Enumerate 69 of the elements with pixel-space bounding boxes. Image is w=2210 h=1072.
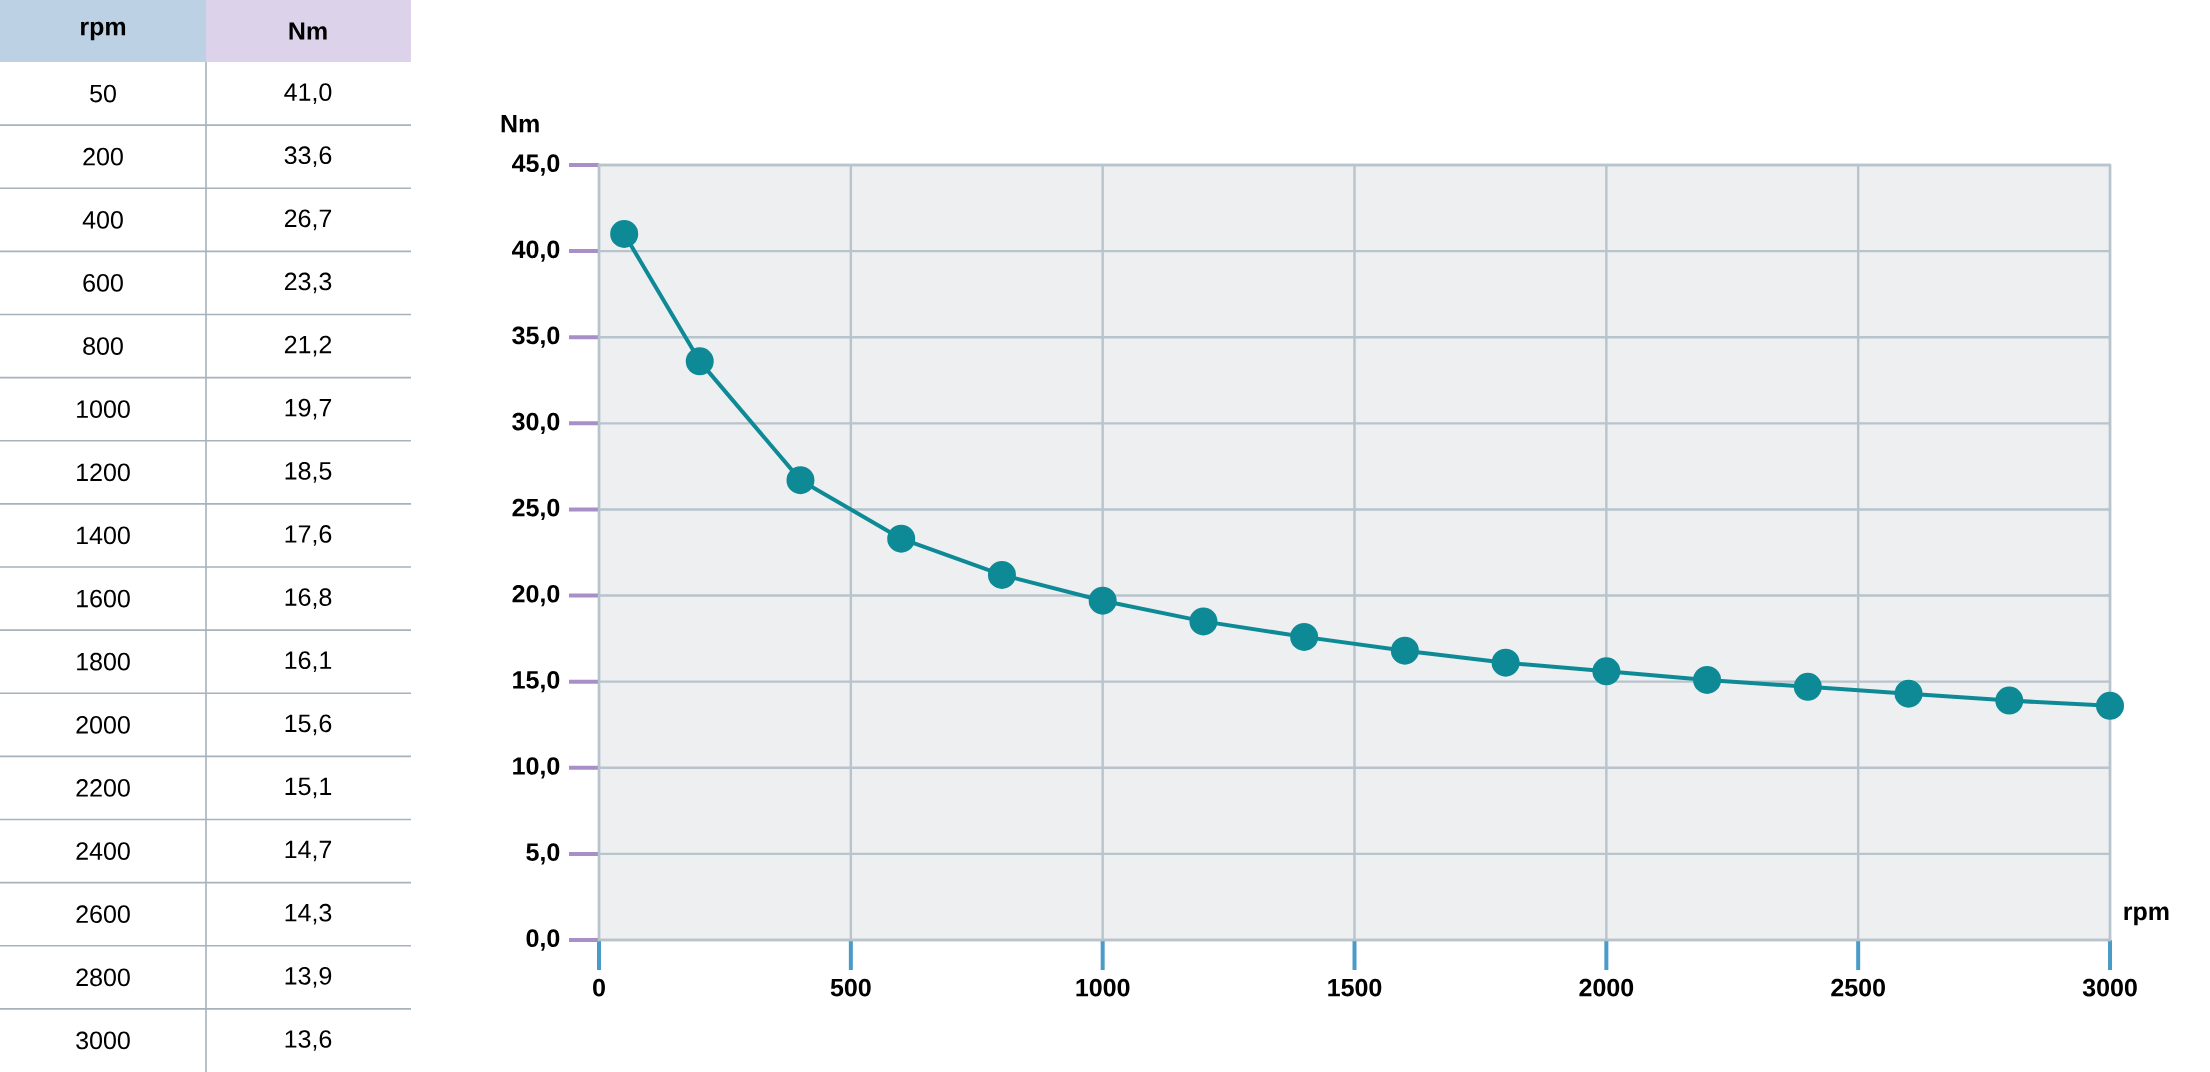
text: 1800 (77, 652, 130, 671)
y-tick-label: 40,0 (512, 240, 560, 262)
x-tick-label: 1000 (1076, 978, 1130, 997)
point (1088, 586, 1117, 615)
text: 400 (82, 210, 123, 229)
point (1894, 679, 1923, 708)
text: 3000 (76, 1031, 130, 1050)
x-tick-label: 2500 (1831, 978, 1885, 997)
text: 13,6 (285, 1030, 332, 1051)
point (1290, 622, 1319, 651)
text: 41,0 (284, 83, 332, 104)
y-axis-title: Nm (501, 115, 539, 133)
text: 2200 (76, 779, 130, 797)
point (1693, 665, 1722, 694)
y-tick-label: 15,0 (513, 671, 560, 693)
text: 19,7 (285, 398, 332, 420)
text: 17,6 (285, 525, 332, 546)
x-tick-label: 3000 (2082, 978, 2137, 997)
x-axis-title: rpm (2124, 906, 2169, 926)
point (610, 219, 639, 248)
text: 1400 (77, 526, 130, 545)
point (1390, 636, 1419, 665)
y-tick-label: 30,0 (512, 412, 560, 434)
text: 16,1 (285, 651, 332, 673)
x-tick-label: 2000 (1579, 978, 1634, 997)
point (2096, 691, 2125, 720)
text: 200 (83, 147, 123, 166)
y-tick-label: 20,0 (512, 584, 560, 607)
text: 16,8 (285, 588, 332, 609)
text: 50 (90, 84, 116, 103)
y-tick-label: 0,0 (526, 929, 560, 951)
text: 14,3 (285, 903, 332, 925)
text: 33,6 (284, 146, 332, 167)
text: rpm (81, 21, 126, 41)
text: 18,5 (285, 462, 332, 483)
text: 13,9 (285, 967, 332, 988)
x-tick-label: 500 (830, 978, 871, 997)
point (987, 560, 1016, 589)
point (1995, 686, 2024, 715)
point (1592, 657, 1621, 686)
text: 2400 (76, 842, 130, 860)
text: 15,6 (285, 714, 332, 736)
point (786, 466, 815, 495)
y-tick-label: 5,0 (526, 843, 560, 865)
text: 2000 (76, 715, 130, 734)
y-tick-label: 25,0 (512, 498, 560, 521)
y-tick-label: 10,0 (513, 757, 560, 779)
text: Nm (289, 22, 327, 40)
text: 14,7 (285, 840, 332, 862)
point (1793, 672, 1822, 701)
text: 1000 (77, 400, 130, 419)
text: 1200 (77, 463, 130, 482)
point (1491, 648, 1520, 677)
text: 23,3 (284, 272, 332, 294)
y-tick-label: 45,0 (512, 154, 560, 176)
point (685, 347, 714, 376)
point (887, 524, 916, 553)
text: 21,2 (284, 335, 332, 357)
x-tick-label: 0 (593, 978, 605, 997)
point (1189, 607, 1218, 636)
text: 2800 (76, 968, 130, 987)
text: 800 (83, 337, 123, 355)
text: 26,7 (284, 209, 332, 231)
text: 600 (83, 274, 123, 292)
text: 15,1 (285, 777, 332, 799)
text: 1600 (77, 589, 130, 608)
y-tick-label: 35,0 (512, 326, 560, 348)
x-tick-label: 1500 (1328, 978, 1382, 997)
text: 2600 (76, 905, 130, 924)
